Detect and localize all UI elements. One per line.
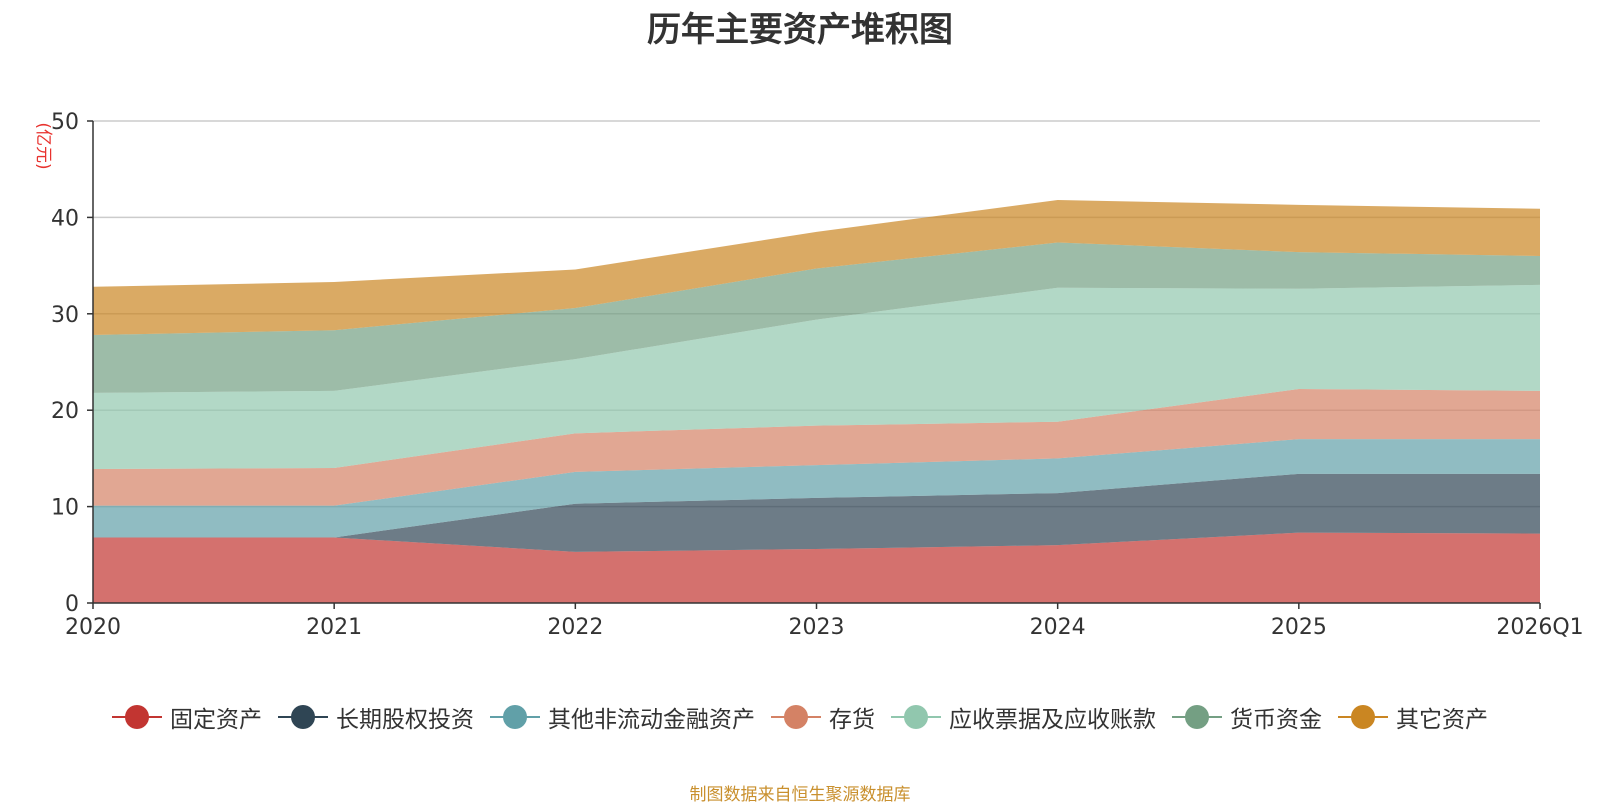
legend-label: 其他非流动金融资产	[548, 707, 755, 733]
legend-label: 存货	[829, 707, 875, 733]
legend-item-5[interactable]: 货币资金	[1172, 700, 1322, 734]
legend-marker-icon	[490, 704, 540, 730]
legend-marker-icon	[1172, 704, 1222, 730]
legend-label: 长期股权投资	[336, 707, 474, 733]
legend-label: 其它资产	[1396, 707, 1488, 733]
legend: 固定资产 长期股权投资 其他非流动金融资产 存货 应收票据及应收账款 货币资金 其它资产	[0, 700, 1600, 734]
x-tick-label-1: 2021	[306, 615, 362, 640]
y-tick-label-3: 30	[51, 303, 79, 328]
area-series-0	[93, 532, 1540, 603]
y-tick-label-5: 50	[51, 110, 79, 135]
y-tick-label-0: 0	[65, 592, 79, 617]
legend-item-2[interactable]: 其他非流动金融资产	[490, 700, 755, 734]
y-tick-label-2: 20	[51, 399, 79, 424]
area-series-3	[93, 388, 1540, 506]
legend-marker-icon	[112, 704, 162, 730]
area-series-1	[93, 473, 1540, 552]
source-note: 制图数据来自恒生聚源数据库	[689, 785, 911, 805]
area-series-5	[93, 242, 1540, 393]
legend-marker-icon	[278, 704, 328, 730]
legend-label: 货币资金	[1230, 707, 1322, 733]
chart-title: 历年主要资产堆积图	[647, 10, 953, 50]
legend-label: 应收票据及应收账款	[949, 707, 1156, 733]
area-series-4	[93, 284, 1540, 470]
legend-label: 固定资产	[170, 707, 262, 733]
y-axis-unit-label: (亿元)	[33, 122, 53, 169]
legend-marker-icon	[771, 704, 821, 730]
x-tick-label-3: 2023	[789, 615, 845, 640]
legend-item-1[interactable]: 长期股权投资	[278, 700, 474, 734]
x-tick-label-4: 2024	[1030, 615, 1086, 640]
x-tick-label-6: 2026Q1	[1496, 615, 1583, 640]
legend-item-6[interactable]: 其它资产	[1338, 700, 1488, 734]
legend-item-0[interactable]: 固定资产	[112, 700, 262, 734]
x-tick-label-0: 2020	[65, 615, 121, 640]
area-series-2	[93, 439, 1540, 538]
y-tick-label-1: 10	[51, 496, 79, 521]
legend-marker-icon	[891, 704, 941, 730]
legend-item-4[interactable]: 应收票据及应收账款	[891, 700, 1156, 734]
x-tick-label-2: 2022	[547, 615, 603, 640]
area-series-6	[93, 200, 1540, 336]
legend-marker-icon	[1338, 704, 1388, 730]
y-tick-label-4: 40	[51, 206, 79, 231]
legend-item-3[interactable]: 存货	[771, 700, 875, 734]
x-tick-label-5: 2025	[1271, 615, 1327, 640]
